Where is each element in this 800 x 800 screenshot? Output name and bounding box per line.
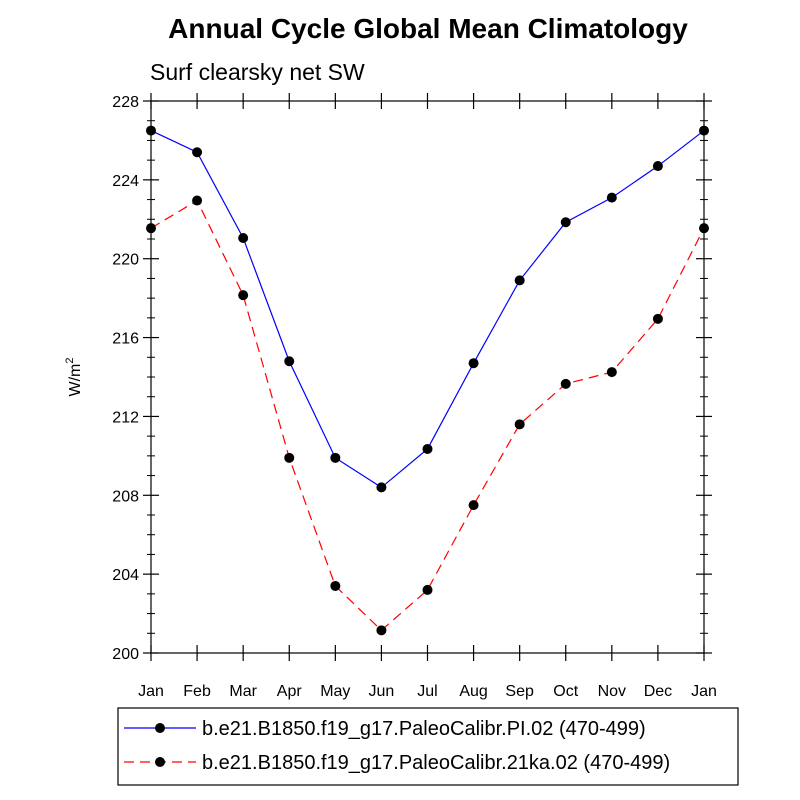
y-tick-label: 204 (112, 567, 139, 584)
series-point (652, 313, 663, 324)
series-point (606, 367, 617, 378)
series-point (284, 452, 295, 463)
x-tick-label: Apr (277, 683, 303, 700)
y-axis-label-exponent: 2 (64, 358, 76, 364)
legend: b.e21.B1850.f19_g17.PaleoCalibr.PI.02 (4… (117, 707, 739, 786)
x-tick-label: Mar (229, 683, 257, 700)
plot-frame (150, 100, 705, 654)
legend-label: b.e21.B1850.f19_g17.PaleoCalibr.21ka.02 … (202, 752, 670, 774)
x-tick-label: Oct (553, 683, 578, 700)
y-tick-labels: 200 204 208 212 216 220 224 228 (112, 94, 139, 663)
legend-label: b.e21.B1850.f19_g17.PaleoCalibr.PI.02 (4… (202, 718, 646, 740)
x-tick-label: Jan (138, 683, 164, 700)
series-point (238, 233, 249, 244)
series-1 (146, 125, 709, 493)
series-point (560, 217, 571, 228)
legend-marker (155, 757, 165, 767)
series-point (560, 378, 571, 389)
chart-subtitle: Surf clearsky net SW (150, 59, 365, 85)
x-tick-label: May (320, 683, 350, 700)
y-tick-label: 228 (112, 94, 139, 111)
x-tick-label: Sep (505, 683, 534, 700)
legend-marker (155, 723, 165, 733)
x-tick-label: Dec (644, 683, 672, 700)
y-tick-label: 200 (112, 646, 139, 663)
chart-title: Annual Cycle Global Mean Climatology (168, 13, 688, 44)
legend-items: b.e21.B1850.f19_g17.PaleoCalibr.PI.02 (4… (124, 718, 670, 774)
x-tick-label: Aug (459, 683, 487, 700)
y-tick-label: 208 (112, 488, 139, 505)
y-axis-label-unit: W/m (67, 364, 84, 397)
series-point (192, 195, 203, 206)
svg-text:W/m2: W/m2 (64, 358, 84, 397)
x-tick-labels: Jan Feb Mar Apr May Jun Jul Aug Sep Oct Nov Dec Jan (138, 683, 717, 700)
x-tick-label: Jun (369, 683, 395, 700)
series-point (330, 580, 341, 591)
series-point (514, 419, 525, 430)
series-line (150, 130, 705, 489)
legend-item: b.e21.B1850.f19_g17.PaleoCalibr.PI.02 (4… (124, 718, 646, 740)
series-point (652, 161, 663, 172)
y-tick-label: 224 (112, 173, 139, 190)
series-point (514, 275, 525, 286)
series-layer (146, 125, 709, 636)
legend-box (117, 707, 739, 786)
series-point (330, 452, 341, 463)
x-tick-label: Nov (598, 683, 626, 700)
x-tick-label: Jan (691, 683, 717, 700)
series-line (150, 199, 705, 632)
series-point (468, 500, 479, 511)
series-point (238, 290, 249, 301)
x-tick-label: Feb (183, 683, 211, 700)
series-point (606, 192, 617, 203)
series-point (376, 482, 387, 493)
x-tick-label: Jul (417, 683, 437, 700)
minor-ticks (147, 120, 708, 634)
series-point (284, 356, 295, 367)
series-point (468, 358, 479, 369)
series-point (192, 147, 203, 158)
series-point (422, 443, 433, 454)
y-tick-label: 212 (112, 409, 139, 426)
y-axis-label: W/m2 (64, 358, 84, 397)
y-tick-label: 220 (112, 252, 139, 269)
series-point (422, 584, 433, 595)
y-tick-label: 216 (112, 331, 139, 348)
series-2 (146, 195, 709, 636)
major-ticks (143, 93, 712, 661)
legend-item: b.e21.B1850.f19_g17.PaleoCalibr.21ka.02 … (124, 752, 670, 774)
series-point (376, 625, 387, 636)
